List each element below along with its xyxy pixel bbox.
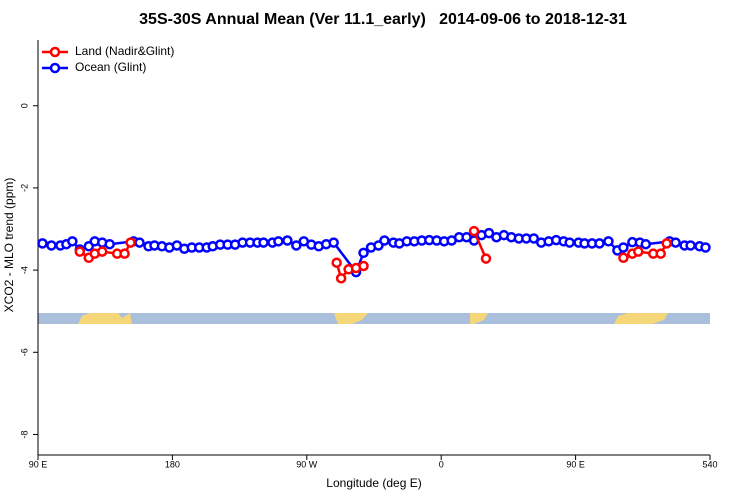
point (618, 242, 629, 253)
point (119, 248, 130, 259)
point (700, 242, 711, 253)
point (480, 253, 492, 264)
x-tick-label: 540 (702, 459, 717, 469)
point (96, 246, 108, 257)
x-tick-label: 180 (165, 459, 180, 469)
land-patch (470, 313, 488, 324)
y-axis-label: XCO2 - MLO trend (ppm) (2, 178, 16, 313)
point (273, 236, 284, 247)
point (670, 237, 681, 248)
y-tick-label: -6 (19, 348, 29, 356)
point (335, 273, 347, 284)
x-axis-label: Longitude (deg E) (326, 476, 421, 490)
legend-label: Land (Nadir&Glint) (75, 44, 174, 58)
x-tick-label: 0 (439, 459, 444, 469)
legend-marker (49, 46, 61, 58)
point (379, 235, 390, 246)
point (564, 237, 575, 248)
point (331, 257, 342, 268)
point (633, 246, 644, 257)
point (328, 237, 339, 248)
y-tick-label: -4 (19, 266, 29, 274)
land-patch (334, 313, 368, 324)
y-tick-label: 0 (19, 103, 29, 108)
point (655, 248, 666, 259)
point (685, 240, 696, 251)
point (483, 227, 495, 239)
point (640, 238, 652, 250)
point (618, 252, 629, 264)
legend-marker (49, 62, 61, 74)
point (291, 240, 302, 251)
point (661, 238, 672, 249)
y-tick-label: -2 (19, 184, 29, 192)
point (528, 233, 540, 244)
y-tick-label: -8 (19, 430, 29, 438)
land-patch (78, 313, 132, 324)
x-tick-label: 90 E (566, 459, 585, 469)
point (125, 237, 136, 248)
point (134, 237, 145, 248)
point (258, 237, 269, 248)
point (468, 225, 480, 237)
legend-label: Ocean (Glint) (75, 60, 146, 74)
point (282, 235, 293, 246)
point (67, 236, 78, 247)
x-tick-label: 90 E (29, 459, 48, 469)
point (104, 238, 115, 250)
point (358, 260, 369, 272)
point (603, 236, 614, 247)
map-strip (38, 313, 710, 324)
point (37, 238, 48, 249)
land-patch (614, 313, 668, 324)
point (358, 247, 369, 259)
ocean-band (38, 313, 710, 324)
x-tick-label: 90 W (296, 459, 318, 469)
point (46, 240, 57, 251)
point (74, 246, 86, 257)
point (594, 238, 605, 249)
chart-title: 35S-30S Annual Mean (Ver 11.1_early) 201… (139, 11, 627, 28)
